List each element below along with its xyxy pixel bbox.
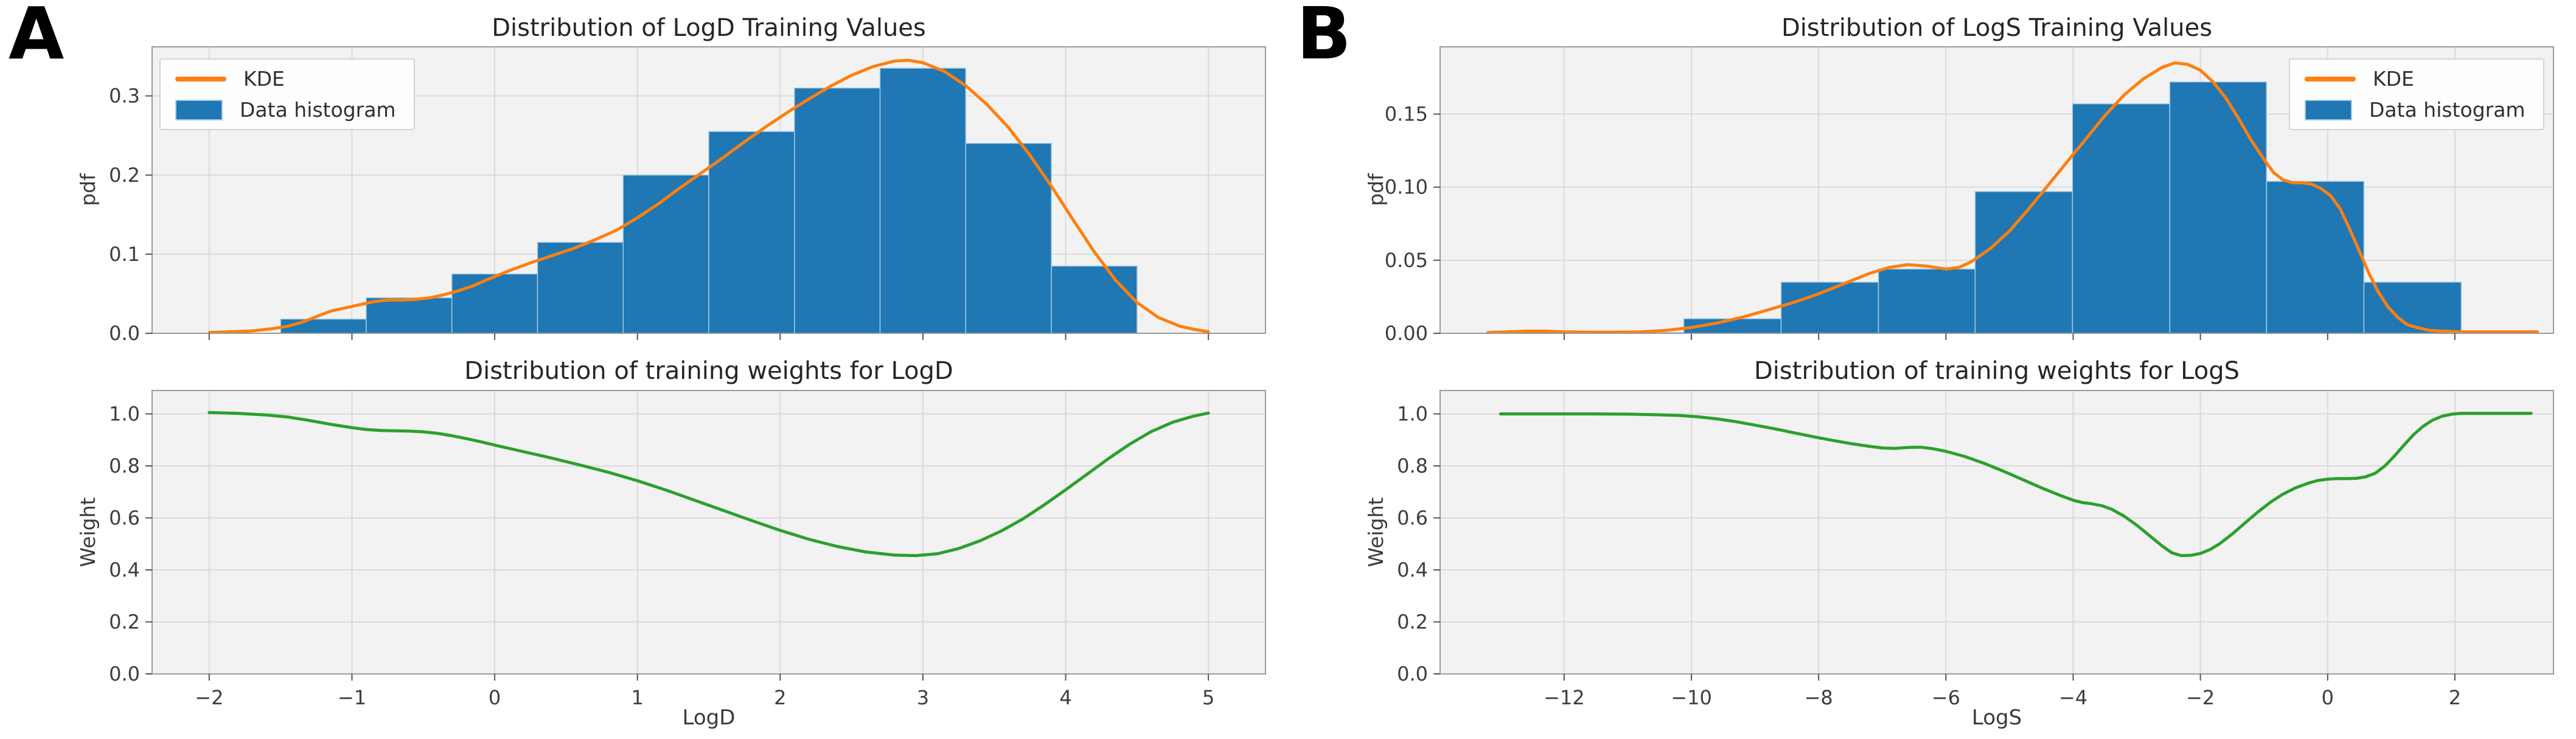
svg-text:0: 0 — [489, 686, 501, 709]
svg-text:0.00: 0.00 — [1385, 322, 1428, 345]
logs-histogram-title: Distribution of LogS Training Values — [1781, 14, 2213, 42]
svg-text:0.3: 0.3 — [109, 85, 140, 108]
svg-text:0.6: 0.6 — [1397, 506, 1428, 529]
svg-text:0.05: 0.05 — [1385, 249, 1428, 272]
logs-weight-axis-label: Weight — [1364, 497, 1388, 567]
svg-text:1.0: 1.0 — [1397, 402, 1428, 425]
kde-legend-label: KDE — [2373, 67, 2414, 91]
svg-text:−2: −2 — [2186, 686, 2215, 709]
legend-logs: KDE Data histogram — [2289, 58, 2544, 130]
svg-text:2: 2 — [2449, 686, 2461, 709]
logd-pdf-axis-label: pdf — [76, 173, 100, 206]
logd-weight-title: Distribution of training weights for Log… — [464, 357, 953, 385]
legend-row-histogram: Data histogram — [2305, 98, 2543, 122]
legend-logd: KDE Data histogram — [159, 58, 415, 130]
svg-text:−10: −10 — [1671, 686, 1712, 709]
svg-text:−4: −4 — [2059, 686, 2087, 709]
panel-logs: B 0.00 0.05 0.10 0.15 −12 −10 −8 −6 −4 −2 0 2 0.0 0.… — [1288, 0, 2576, 739]
kde-line-swatch — [175, 76, 226, 82]
histogram-legend-label: Data histogram — [2369, 98, 2526, 122]
logs-weight-title: Distribution of training weights for Log… — [1754, 357, 2240, 385]
svg-text:−2: −2 — [195, 686, 223, 709]
logd-weight-axis-label: Weight — [76, 497, 100, 567]
svg-text:4: 4 — [1059, 686, 1071, 709]
kde-line-swatch — [2305, 76, 2356, 82]
logs-x-axis-label: LogS — [1971, 706, 2022, 730]
svg-text:1.0: 1.0 — [109, 402, 140, 425]
svg-text:2: 2 — [774, 686, 786, 709]
logd-x-axis-label: LogD — [682, 706, 736, 730]
legend-row-kde: KDE — [2305, 67, 2543, 91]
svg-text:0.4: 0.4 — [109, 558, 140, 581]
legend-row-kde: KDE — [175, 67, 414, 91]
svg-text:−6: −6 — [1932, 686, 1960, 709]
legend-row-histogram: Data histogram — [175, 98, 414, 122]
svg-text:−8: −8 — [1805, 686, 1833, 709]
panel-logd: A 0.0 0.1 0.2 0.3 −2 −1 0 1 2 3 4 5 0.0 0.2 0.4 0.6 0.8… — [9, 0, 1266, 730]
histogram-swatch — [2305, 99, 2352, 120]
svg-text:0.2: 0.2 — [109, 164, 140, 187]
logd-weight-plot: −2 −1 0 1 2 3 4 5 0.0 0.2 0.4 0.6 0.8 1.0 — [109, 390, 1266, 709]
histogram-legend-label: Data histogram — [240, 98, 396, 122]
svg-text:0.2: 0.2 — [109, 610, 140, 633]
svg-text:0.15: 0.15 — [1385, 103, 1428, 126]
panel-letter-b: B — [1297, 0, 1351, 75]
kde-legend-label: KDE — [243, 67, 285, 91]
svg-text:0.8: 0.8 — [1397, 454, 1428, 477]
svg-text:1: 1 — [632, 686, 644, 709]
svg-text:0: 0 — [2322, 686, 2334, 709]
svg-text:−12: −12 — [1544, 686, 1585, 709]
logs-pdf-axis-label: pdf — [1364, 173, 1388, 206]
panel-letter-a: A — [9, 0, 64, 75]
svg-text:0.0: 0.0 — [109, 322, 140, 345]
svg-text:0.1: 0.1 — [109, 243, 140, 266]
svg-text:0.10: 0.10 — [1385, 176, 1428, 199]
svg-text:−1: −1 — [338, 686, 366, 709]
logd-histogram-title: Distribution of LogD Training Values — [492, 14, 926, 42]
logs-weight-plot: −12 −10 −8 −6 −4 −2 0 2 0.0 0.2 0.4 0.6 0.8 1.0 — [1397, 390, 2554, 709]
svg-text:0.0: 0.0 — [109, 662, 140, 685]
svg-text:0.0: 0.0 — [1397, 662, 1428, 685]
svg-text:0.4: 0.4 — [1397, 558, 1428, 581]
svg-text:3: 3 — [917, 686, 929, 709]
svg-text:5: 5 — [1202, 686, 1214, 709]
svg-text:0.6: 0.6 — [109, 506, 140, 529]
svg-text:0.8: 0.8 — [109, 454, 140, 477]
histogram-swatch — [175, 99, 223, 120]
svg-text:0.2: 0.2 — [1397, 610, 1428, 633]
